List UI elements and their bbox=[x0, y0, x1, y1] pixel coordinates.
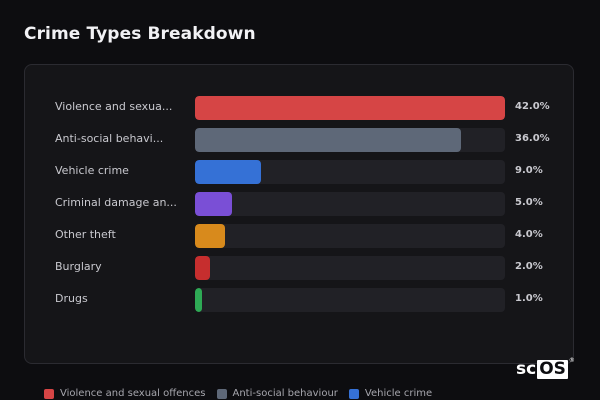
bar[interactable] bbox=[195, 192, 232, 216]
registered-mark-icon: ® bbox=[568, 357, 575, 364]
legend-swatch bbox=[216, 388, 227, 399]
bar[interactable] bbox=[195, 256, 210, 280]
page-title: Crime Types Breakdown bbox=[24, 24, 256, 44]
logo-text: sc bbox=[516, 359, 537, 379]
bar-row: Violence and sexua... 42.0% bbox=[55, 96, 555, 120]
bar-label: Drugs bbox=[55, 292, 88, 305]
bar-value-label: 42.0% bbox=[515, 101, 550, 112]
chart-legend: Violence and sexual offences Anti-social… bbox=[44, 387, 443, 400]
legend-label: Violence and sexual offences bbox=[60, 388, 206, 399]
bar-label: Criminal damage an... bbox=[55, 196, 177, 209]
bar[interactable] bbox=[195, 160, 261, 184]
bar-track bbox=[195, 288, 505, 312]
bar-row: Burglary 2.0% bbox=[55, 256, 555, 280]
bar-track bbox=[195, 256, 505, 280]
bar-row: Drugs 1.0% bbox=[55, 288, 555, 312]
bar[interactable] bbox=[195, 128, 461, 152]
bar-track bbox=[195, 160, 505, 184]
bar-row: Vehicle crime 9.0% bbox=[55, 160, 555, 184]
logo-box-text: OS bbox=[537, 358, 568, 379]
scos-logo: sc OS ® bbox=[516, 357, 575, 380]
bar-value-label: 36.0% bbox=[515, 133, 550, 144]
legend-swatch bbox=[348, 388, 359, 399]
bar-value-label: 5.0% bbox=[515, 197, 543, 208]
bar-row: Criminal damage an... 5.0% bbox=[55, 192, 555, 216]
bar-label: Other theft bbox=[55, 228, 116, 241]
bar-track bbox=[195, 192, 505, 216]
bar-row: Anti-social behavi... 36.0% bbox=[55, 128, 555, 152]
legend-item[interactable]: Violence and sexual offences bbox=[44, 388, 206, 399]
bar-track bbox=[195, 128, 505, 152]
legend-swatch bbox=[44, 388, 54, 399]
bar[interactable] bbox=[195, 96, 505, 120]
bar[interactable] bbox=[195, 288, 202, 312]
bar[interactable] bbox=[195, 224, 225, 248]
legend-item[interactable]: Vehicle crime bbox=[348, 388, 433, 399]
bar-track bbox=[195, 224, 505, 248]
legend-item[interactable]: Anti-social behaviour bbox=[216, 388, 338, 399]
legend-label: Anti-social behaviour bbox=[232, 388, 338, 399]
bar-label: Anti-social behavi... bbox=[55, 132, 164, 145]
bar-track bbox=[195, 96, 505, 120]
bar-value-label: 1.0% bbox=[515, 293, 543, 304]
bar-row: Other theft 4.0% bbox=[55, 224, 555, 248]
bar-label: Violence and sexua... bbox=[55, 100, 173, 113]
bar-value-label: 4.0% bbox=[515, 229, 543, 240]
bar-label: Burglary bbox=[55, 260, 102, 273]
bar-label: Vehicle crime bbox=[55, 164, 129, 177]
legend-label: Vehicle crime bbox=[364, 388, 433, 399]
bar-value-label: 9.0% bbox=[515, 165, 543, 176]
chart-card: Violence and sexua... 42.0% Anti-social be… bbox=[24, 64, 574, 364]
bar-value-label: 2.0% bbox=[515, 261, 543, 272]
